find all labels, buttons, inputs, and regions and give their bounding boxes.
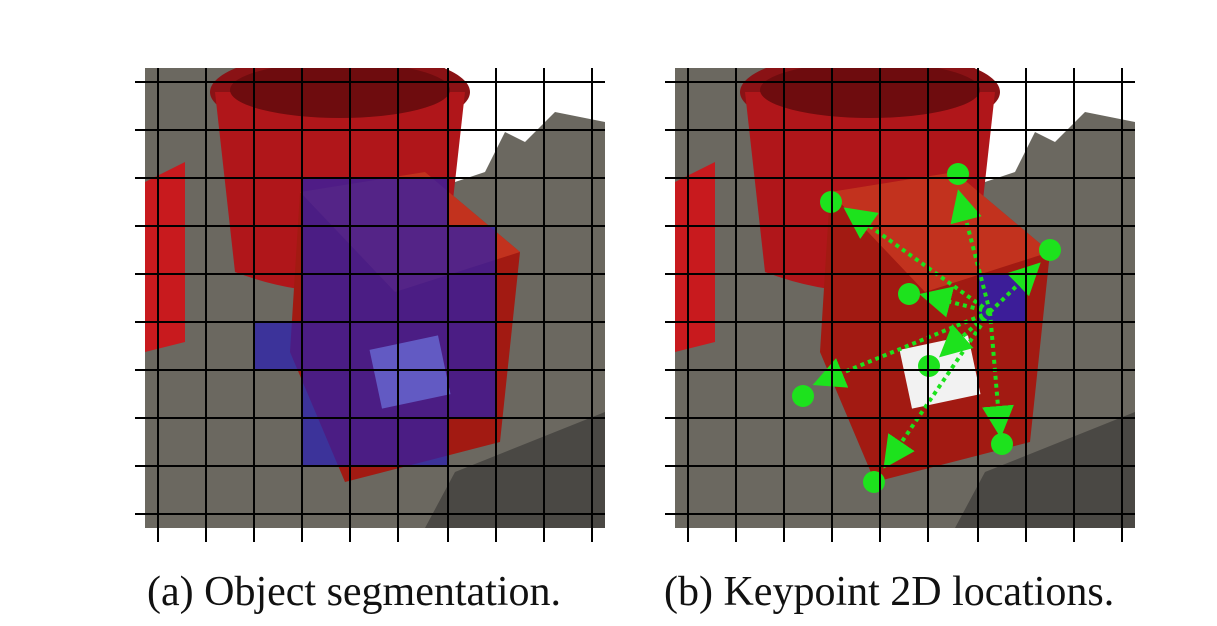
keypoint-4: [898, 283, 920, 305]
keypoint-6: [792, 385, 814, 407]
segmentation-image: [135, 68, 605, 542]
keypoint-2: [947, 163, 969, 185]
keypoint-3: [1039, 239, 1061, 261]
grid: [145, 68, 605, 528]
background-wall: [975, 68, 1135, 182]
grid: [675, 68, 1135, 528]
background-wall: [445, 68, 605, 182]
panel-keypoint-locations: [655, 52, 1165, 552]
caption-keypoint-locations: (b) Keypoint 2D locations.: [664, 569, 1115, 615]
panel-object-segmentation: [125, 52, 635, 552]
keypoint-7: [991, 433, 1013, 455]
caption-object-segmentation: (a) Object segmentation.: [147, 569, 562, 615]
keypoint-image: [665, 68, 1135, 542]
keypoint-8: [863, 471, 885, 493]
